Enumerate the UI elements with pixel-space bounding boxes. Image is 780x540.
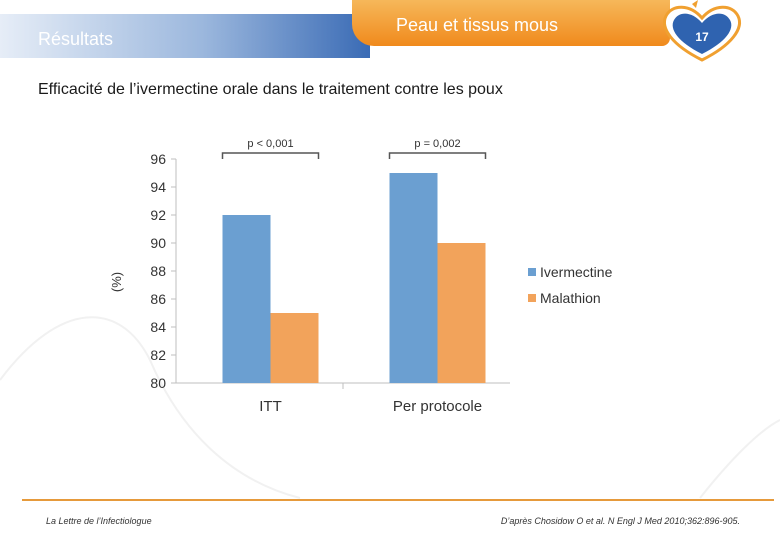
section-label: Résultats xyxy=(38,29,114,49)
y-tick-label: 92 xyxy=(150,207,166,223)
y-tick-label: 90 xyxy=(150,235,166,251)
y-tick-label: 80 xyxy=(150,375,166,391)
significance-bracket xyxy=(388,152,487,159)
x-tick-label: Per protocole xyxy=(393,398,482,415)
footer-citation: D’après Chosidow O et al. N Engl J Med 2… xyxy=(500,516,740,526)
header-bar: Résultats Peau et tissus mous 17 xyxy=(0,0,780,62)
legend-swatch-malathion xyxy=(528,294,536,302)
y-tick-label: 84 xyxy=(150,319,166,335)
page-number: 17 xyxy=(695,30,709,44)
p-value-annotation: p < 0,001 xyxy=(247,138,293,150)
footer-journal: La Lettre de l’Infectiologue xyxy=(46,516,152,526)
x-tick-label: ITT xyxy=(259,398,282,415)
y-tick-label: 96 xyxy=(150,151,166,167)
header-tab xyxy=(352,0,670,46)
legend-label-ivermectine: Ivermectine xyxy=(540,264,613,280)
heart-logo-icon: 17 xyxy=(663,0,741,62)
y-tick-label: 88 xyxy=(150,263,166,279)
legend-label-malathion: Malathion xyxy=(540,290,601,306)
bar-malathion-0 xyxy=(270,313,319,383)
tab-title: Peau et tissus mous xyxy=(395,15,559,35)
bar-malathion-1 xyxy=(437,243,486,383)
p-value-annotation: p = 0,002 xyxy=(414,138,460,150)
legend-swatch-ivermectine xyxy=(528,268,536,276)
y-tick-label: 86 xyxy=(150,291,166,307)
bar-ivermectine-1 xyxy=(389,173,438,383)
footer-divider xyxy=(22,499,774,501)
bar-ivermectine-0 xyxy=(222,215,271,383)
slide-title: Efficacité de l’ivermectine orale dans l… xyxy=(38,81,503,98)
y-axis-label: (%) xyxy=(109,272,124,292)
y-tick-label: 94 xyxy=(150,179,166,195)
y-tick-label: 82 xyxy=(150,347,166,363)
significance-bracket xyxy=(221,152,320,159)
header-banner xyxy=(0,14,370,58)
